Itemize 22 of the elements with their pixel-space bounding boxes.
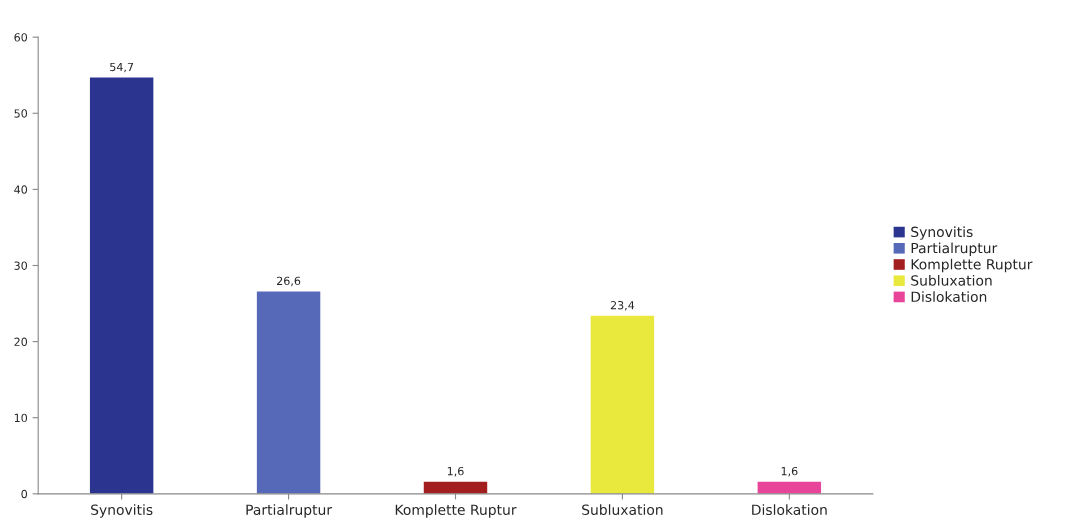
- x-tick-label: Komplette Ruptur: [395, 504, 517, 518]
- y-tick-label: 30: [14, 261, 28, 270]
- x-tick-label: Subluxation: [582, 504, 663, 515]
- legend-label: Dislokation: [911, 291, 987, 302]
- data-label: 1,6: [781, 466, 798, 477]
- data-label: 1,6: [447, 466, 464, 477]
- y-tick-label: 0: [21, 489, 28, 499]
- legend-label: Synovitis: [911, 226, 973, 240]
- y-tick-label: 50: [14, 109, 28, 118]
- data-label: 26,6: [277, 276, 301, 287]
- legend-label: Komplette Ruptur: [911, 258, 1033, 273]
- x-tick-label: Synovitis: [91, 504, 153, 518]
- legend-label: Partialruptur: [911, 242, 998, 256]
- y-tick-label: 60: [14, 33, 28, 42]
- y-tick-label: 40: [14, 185, 28, 194]
- x-tick-label: Partialruptur: [246, 504, 333, 518]
- y-tick-label: 20: [14, 337, 28, 346]
- data-label: 23,4: [610, 301, 635, 311]
- data-label: 54,7: [110, 62, 134, 73]
- y-tick-label: 10: [14, 413, 28, 423]
- legend-label: Subluxation: [911, 275, 992, 286]
- x-tick-label: Dislokation: [752, 504, 827, 515]
